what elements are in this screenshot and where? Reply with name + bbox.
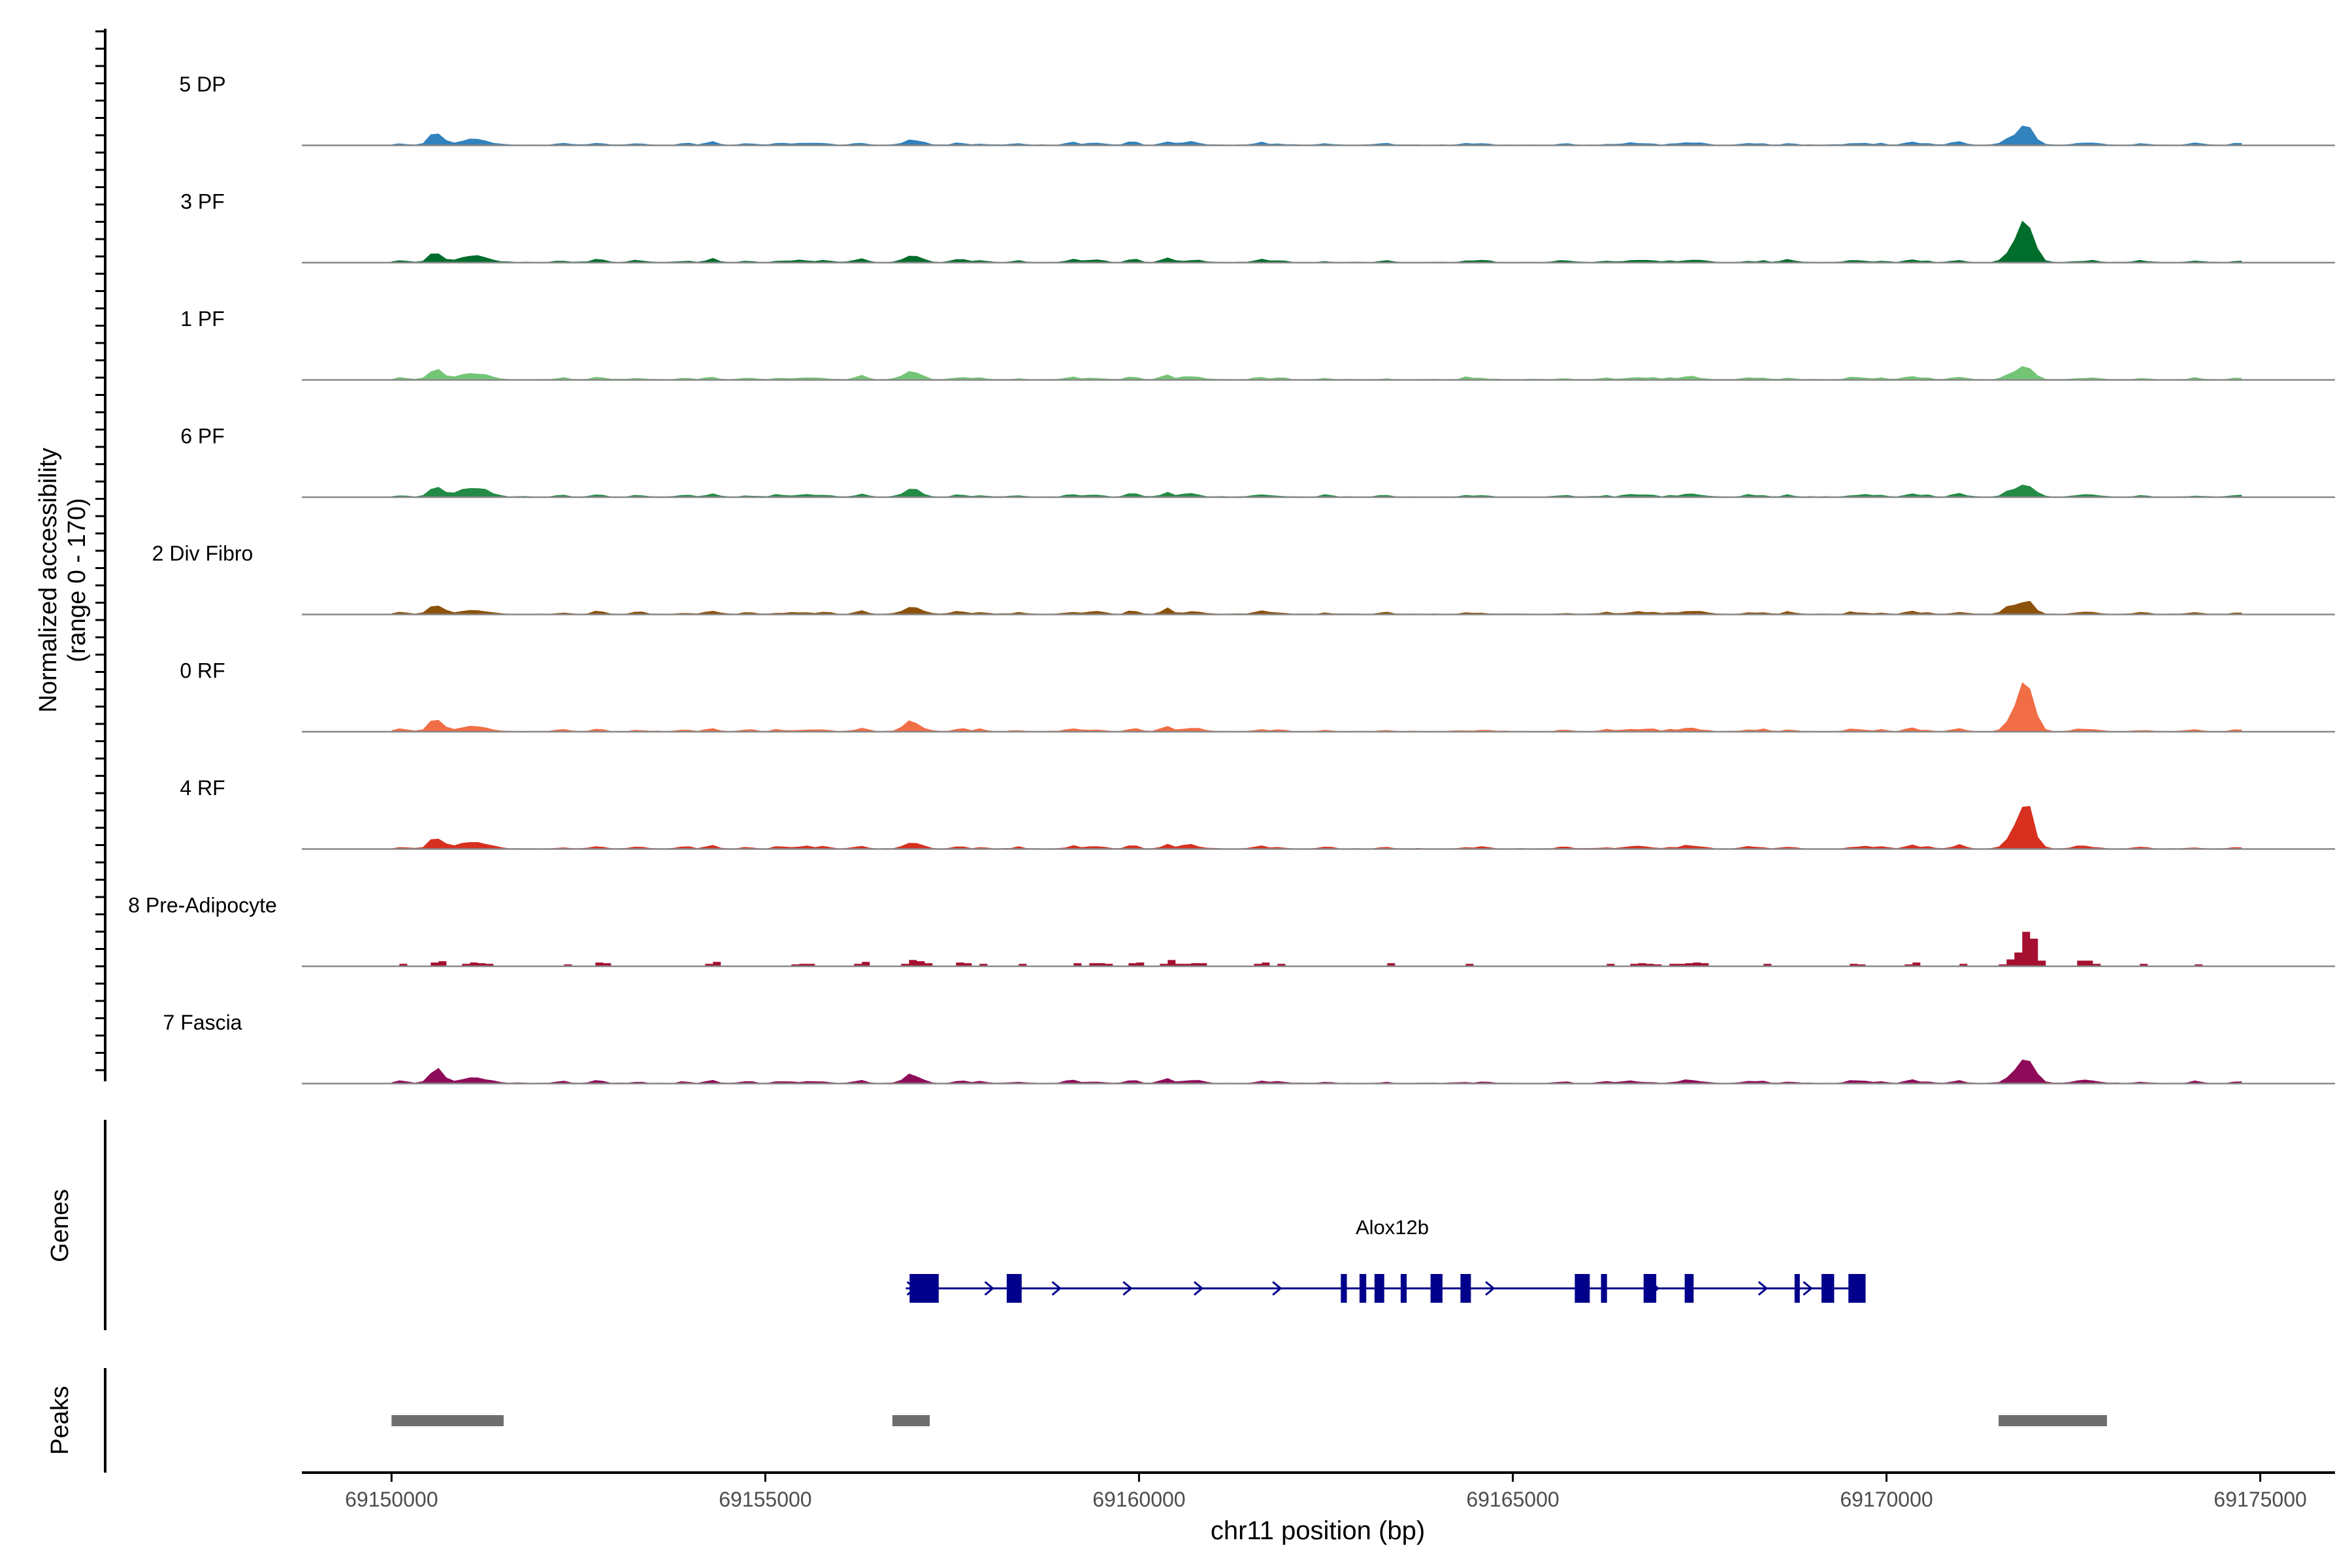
track-7-fascia: 7 Fascia — [163, 1011, 2335, 1085]
track-label-8-pre-adipocyte: 8 Pre-Adipocyte — [128, 894, 277, 917]
gene-exon — [1643, 1274, 1657, 1303]
peak-region — [1999, 1415, 2107, 1426]
strand-arrow — [1272, 1281, 1282, 1296]
peaks-panel: Peaks — [46, 1368, 2107, 1473]
x-tick-label: 69150000 — [345, 1488, 438, 1511]
coverage-y-axis-ticks — [95, 30, 105, 1071]
x-tick-label: 69175000 — [2213, 1488, 2306, 1511]
track-label-5-dp: 5 DP — [179, 73, 225, 96]
track-2-div-fibro: 2 Div Fibro — [152, 542, 2335, 615]
strand-arrow — [1193, 1281, 1204, 1296]
x-tick-label: 69165000 — [1466, 1488, 1559, 1511]
track-5-dp: 5 DP — [179, 73, 2335, 146]
track-1-pf: 1 PF — [180, 307, 2335, 381]
strand-arrow — [984, 1281, 994, 1296]
track-0-rf: 0 RF — [180, 659, 2335, 733]
genes-panel: Genes Alox12b — [46, 1120, 1866, 1330]
track-label-6-pf: 6 PF — [180, 425, 225, 448]
gene-exon — [1359, 1274, 1367, 1303]
track-label-2-div-fibro: 2 Div Fibro — [152, 542, 253, 565]
track-6-pf: 6 PF — [180, 425, 2335, 498]
gene-exon — [1848, 1274, 1866, 1303]
y-axis-label-line2: (range 0 - 170) — [63, 498, 91, 662]
gene-exon — [1460, 1274, 1471, 1303]
gene-model-alox12b — [906, 1274, 1866, 1303]
track-label-4-rf: 4 RF — [180, 776, 225, 800]
gene-exon — [1575, 1274, 1590, 1303]
y-axis-label-line1: Normalized accessibility — [35, 448, 62, 712]
gene-exon — [1400, 1274, 1407, 1303]
strand-arrow — [1803, 1281, 1813, 1296]
gene-exon — [1374, 1274, 1384, 1303]
strand-arrow — [1051, 1281, 1062, 1296]
peaks-track-label: Peaks — [46, 1386, 74, 1455]
strand-arrow — [1757, 1281, 1769, 1296]
track-label-1-pf: 1 PF — [180, 307, 225, 331]
peak-region — [391, 1415, 504, 1426]
x-axis: 69150000 69155000 69160000 69165000 69170000… — [302, 1471, 2335, 1545]
track-4-rf: 4 RF — [180, 776, 2335, 850]
strand-arrow — [1485, 1281, 1495, 1296]
track-8-pre-adipocyte: 8 Pre-Adipocyte — [128, 894, 2335, 968]
x-tick-label: 69160000 — [1092, 1488, 1185, 1511]
track-label-0-rf: 0 RF — [180, 659, 225, 683]
x-axis-label: chr11 position (bp) — [1211, 1516, 1425, 1545]
track-label-3-pf: 3 PF — [180, 190, 225, 214]
y-axis-label: Normalized accessibility (range 0 - 170) — [35, 448, 91, 712]
gene-exon — [1821, 1274, 1835, 1303]
coverage-panel: 5 DP 3 PF 1 PF 6 PF 2 Div Fibro 0 RF 4 RF 8 Pre… — [95, 29, 2335, 1085]
track-3-pf: 3 PF — [180, 190, 2335, 264]
genes-track-label: Genes — [46, 1189, 74, 1262]
gene-exon — [1684, 1274, 1694, 1303]
track-label-7-fascia: 7 Fascia — [163, 1011, 242, 1034]
coverage-tracks: 5 DP 3 PF 1 PF 6 PF 2 Div Fibro 0 RF 4 RF 8 Pre… — [128, 73, 2335, 1085]
gene-exon — [1794, 1274, 1800, 1303]
gene-exon — [909, 1274, 939, 1303]
gene-exon — [1601, 1274, 1607, 1303]
strand-arrow — [1122, 1281, 1133, 1296]
x-tick-label: 69170000 — [1840, 1488, 1933, 1511]
peak-region — [892, 1415, 930, 1426]
gene-exon — [1006, 1274, 1022, 1303]
gene-exon — [1341, 1274, 1347, 1303]
x-tick-label: 69155000 — [719, 1488, 811, 1511]
gene-exon — [1430, 1274, 1443, 1303]
x-axis-ticks: 69150000 69155000 69160000 69165000 69170000… — [345, 1473, 2307, 1511]
gene-name-label: Alox12b — [1356, 1216, 1429, 1239]
peak-regions — [391, 1415, 2107, 1426]
